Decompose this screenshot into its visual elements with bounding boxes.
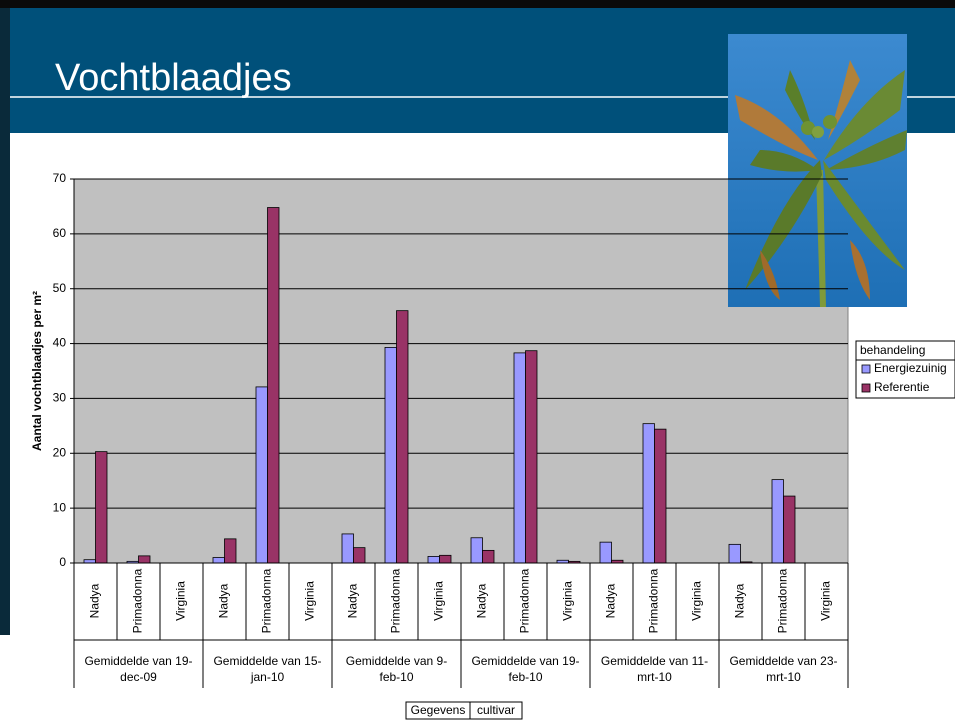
bar xyxy=(256,387,268,563)
y-tick-label: 20 xyxy=(53,445,67,459)
group-label: feb-10 xyxy=(379,670,413,684)
slide-title: Vochtblaadjes xyxy=(55,57,292,99)
bar xyxy=(354,548,366,563)
x-tick-label: Virginia xyxy=(174,581,188,621)
group-label: Gemiddelde van 11- xyxy=(601,654,708,668)
bar xyxy=(268,208,280,563)
y-tick-label: 0 xyxy=(59,555,66,569)
bar xyxy=(139,556,151,563)
bar xyxy=(514,353,526,563)
bar xyxy=(600,542,612,563)
legend-label: Referentie xyxy=(874,380,930,394)
x-tick-label: Nadya xyxy=(88,583,102,618)
x-tick-label: Virginia xyxy=(819,581,833,621)
x-tick-label: Virginia xyxy=(561,581,575,621)
bar xyxy=(385,347,397,563)
top-border xyxy=(0,0,955,8)
x-tick-label: Nadya xyxy=(346,583,360,618)
x-tick-label: Virginia xyxy=(303,581,317,621)
bar xyxy=(526,351,538,563)
field-button-label[interactable]: Gegevens xyxy=(411,703,466,717)
x-tick-label: Primadonna xyxy=(776,568,790,633)
bar xyxy=(655,429,667,563)
group-label: Gemiddelde van 23- xyxy=(729,654,837,668)
y-tick-label: 40 xyxy=(53,336,67,350)
bar xyxy=(342,534,354,563)
bar xyxy=(225,539,237,563)
group-label: mrt-10 xyxy=(766,670,801,684)
legend-swatch xyxy=(862,365,870,373)
bar xyxy=(643,424,655,563)
x-tick-label: Virginia xyxy=(432,581,446,621)
group-label: feb-10 xyxy=(508,670,542,684)
slide: Vochtblaadjes Aantal vochtblaadjes per m… xyxy=(0,0,955,723)
bar xyxy=(784,496,796,563)
legend-swatch xyxy=(862,384,870,392)
bar xyxy=(213,558,225,563)
y-tick-label: 60 xyxy=(53,226,67,240)
group-label: Gemiddelde van 15- xyxy=(213,654,321,668)
group-label: jan-10 xyxy=(250,670,285,684)
x-tick-label: Nadya xyxy=(733,583,747,618)
left-border xyxy=(0,8,10,635)
x-tick-label: Virginia xyxy=(690,581,704,621)
bar xyxy=(483,550,495,563)
y-tick-label: 50 xyxy=(53,281,67,295)
bar xyxy=(772,480,784,563)
group-label: Gemiddelde van 9- xyxy=(346,654,447,668)
x-tick-label: Primadonna xyxy=(131,568,145,633)
x-tick-label: Nadya xyxy=(475,583,489,618)
bar xyxy=(397,311,409,563)
bar xyxy=(428,556,440,563)
bar xyxy=(96,452,108,563)
y-tick-label: 30 xyxy=(53,391,67,405)
y-tick-label: 70 xyxy=(53,171,67,185)
legend-title: behandeling xyxy=(860,343,925,357)
group-label: Gemiddelde van 19- xyxy=(471,654,579,668)
bar xyxy=(440,555,452,563)
group-label: Gemiddelde van 19- xyxy=(84,654,192,668)
bar xyxy=(729,544,741,563)
x-tick-label: Primadonna xyxy=(647,568,661,633)
field-button-label[interactable]: cultivar xyxy=(477,703,515,717)
y-tick-label: 10 xyxy=(53,500,67,514)
photo xyxy=(728,34,907,307)
group-label: mrt-10 xyxy=(637,670,672,684)
x-tick-label: Primadonna xyxy=(260,568,274,633)
x-tick-label: Primadonna xyxy=(518,568,532,633)
x-tick-label: Nadya xyxy=(604,583,618,618)
x-tick-label: Primadonna xyxy=(389,568,403,633)
bar xyxy=(471,538,483,563)
group-label: dec-09 xyxy=(120,670,157,684)
y-axis-label: Aantal vochtblaadjes per m² xyxy=(30,291,44,451)
legend-label: Energiezuinig xyxy=(874,361,947,375)
x-tick-label: Nadya xyxy=(217,583,231,618)
